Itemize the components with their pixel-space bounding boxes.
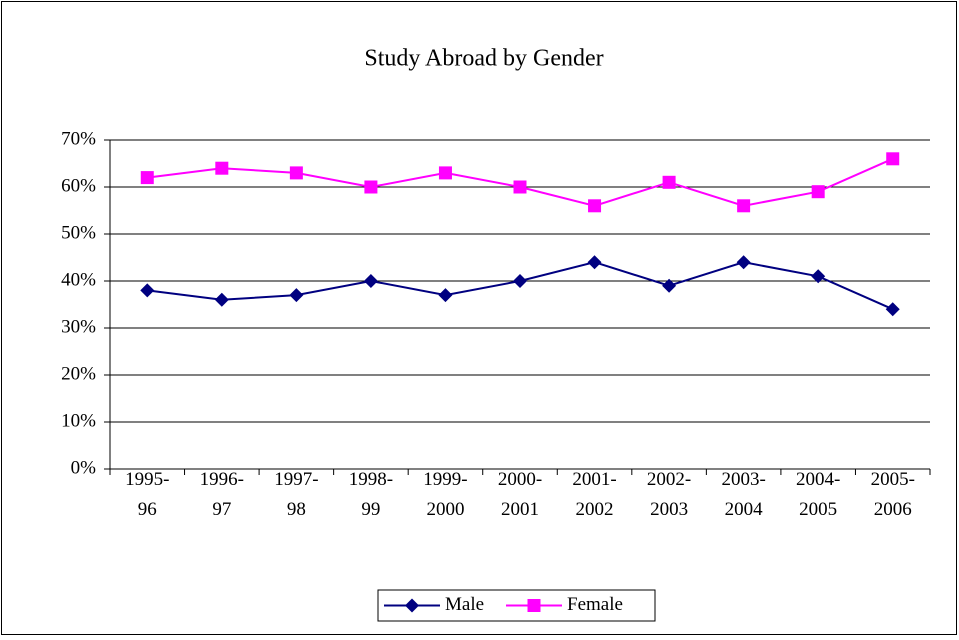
x-tick-label: 1998- 99: [349, 469, 393, 520]
data-point: [438, 288, 453, 303]
x-tick-label-line: 96: [138, 499, 157, 520]
legend-marker: [527, 599, 541, 612]
data-point: [364, 180, 378, 194]
x-tick-label: 1997- 98: [274, 469, 318, 520]
x-tick-label: 2003- 2004: [721, 469, 765, 520]
x-tick-label-line: 2004: [725, 499, 764, 520]
x-tick-label-line: 2005: [799, 499, 837, 520]
data-point: [513, 180, 527, 194]
data-point: [140, 171, 154, 185]
data-point: [886, 152, 900, 166]
x-tick-label-line: 2004-: [796, 469, 840, 490]
x-tick-label-line: 2001-: [572, 469, 616, 490]
x-tick-label: 1995- 96: [125, 469, 169, 520]
data-point: [140, 283, 155, 298]
data-point: [289, 288, 304, 303]
y-tick-label: 20%: [61, 363, 96, 384]
y-tick-label: 70%: [61, 128, 96, 149]
x-tick-label-line: 2002-: [647, 469, 691, 490]
x-tick-label-line: 99: [361, 499, 380, 520]
x-tick-label-line: 2006: [874, 499, 912, 520]
x-tick-label-line: 1997-: [274, 469, 318, 490]
y-tick-label: 40%: [61, 269, 96, 290]
data-point: [662, 278, 677, 293]
data-point: [736, 255, 751, 270]
legend-label: Male: [445, 594, 484, 615]
x-tick-label-line: 2003-: [721, 469, 765, 490]
x-tick-label: 2005- 2006: [871, 469, 915, 520]
x-tick-label-line: 1999-: [423, 469, 467, 490]
y-tick-label: 50%: [61, 222, 96, 243]
x-tick-label: 1999- 2000: [423, 469, 467, 520]
x-tick-label-line: 97: [212, 499, 231, 520]
data-point: [438, 166, 452, 180]
x-tick-label: 1996- 97: [200, 469, 244, 520]
data-point: [662, 175, 676, 189]
x-tick-label-line: 2005-: [871, 469, 915, 490]
y-tick-label: 30%: [61, 316, 96, 337]
data-point: [811, 269, 826, 284]
data-point: [811, 185, 825, 199]
legend-label: Female: [567, 594, 623, 615]
x-tick-label: 2000- 2001: [498, 469, 542, 520]
data-point: [513, 274, 527, 288]
x-tick-label-line: 2000: [426, 499, 464, 520]
data-point: [588, 199, 602, 213]
x-tick-label: 2002- 2003: [647, 469, 691, 520]
legend-marker: [405, 598, 419, 613]
x-tick-label-line: 1996-: [200, 469, 244, 490]
data-point: [737, 199, 751, 213]
data-point: [289, 166, 303, 180]
y-tick-label: 0%: [71, 457, 97, 478]
x-tick-label-line: 2002: [576, 499, 614, 520]
x-tick-label-line: 2001: [501, 499, 539, 520]
y-tick-label: 10%: [61, 410, 96, 431]
data-point: [215, 161, 229, 175]
data-point: [885, 302, 900, 317]
x-tick-label: 2004- 2005: [796, 469, 840, 520]
x-tick-label-line: 1995-: [125, 469, 169, 490]
x-tick-label-line: 2000-: [498, 469, 542, 490]
y-tick-label: 60%: [61, 175, 96, 196]
data-point: [587, 255, 602, 270]
x-tick-label-line: 98: [287, 499, 306, 520]
x-tick-label-line: 2003: [650, 499, 688, 520]
x-tick-label: 2001- 2002: [572, 469, 616, 520]
chart-title: Study Abroad by Gender: [364, 46, 603, 72]
data-point: [363, 274, 378, 288]
data-point: [214, 292, 229, 307]
x-tick-label-line: 1998-: [349, 469, 393, 490]
